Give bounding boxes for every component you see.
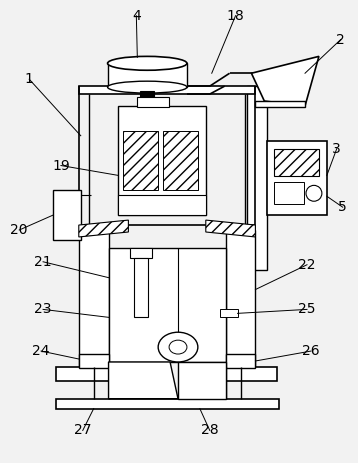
Bar — [56, 399, 279, 409]
Bar — [200, 367, 277, 381]
Text: 2: 2 — [337, 32, 345, 46]
Text: 22: 22 — [298, 258, 316, 272]
Ellipse shape — [107, 81, 187, 93]
Bar — [118, 195, 206, 215]
Bar — [56, 367, 130, 381]
Bar — [255, 101, 305, 107]
Polygon shape — [79, 220, 129, 237]
Text: 25: 25 — [298, 302, 316, 316]
Bar — [140, 91, 154, 97]
Circle shape — [306, 185, 322, 201]
Bar — [79, 230, 108, 369]
Bar — [220, 309, 238, 317]
Bar — [134, 258, 148, 317]
Text: 19: 19 — [52, 158, 70, 173]
Text: 4: 4 — [132, 9, 141, 23]
Bar — [226, 354, 255, 368]
Bar — [274, 149, 319, 176]
Bar — [130, 248, 152, 258]
Bar — [247, 86, 267, 270]
Bar — [79, 86, 255, 94]
Ellipse shape — [169, 340, 187, 354]
Text: 24: 24 — [32, 344, 50, 358]
Ellipse shape — [158, 332, 198, 362]
Bar — [137, 97, 169, 107]
Text: 5: 5 — [338, 200, 347, 214]
Bar — [163, 131, 198, 190]
Polygon shape — [178, 362, 226, 399]
Bar — [53, 190, 81, 240]
Polygon shape — [251, 56, 319, 106]
Bar — [107, 63, 187, 87]
Text: 28: 28 — [201, 424, 219, 438]
Bar — [118, 106, 206, 215]
Ellipse shape — [107, 56, 187, 70]
Bar — [226, 230, 255, 369]
Bar — [108, 248, 226, 362]
Text: 1: 1 — [25, 72, 34, 86]
Text: 27: 27 — [74, 424, 92, 438]
Text: 26: 26 — [302, 344, 320, 358]
Text: 20: 20 — [10, 223, 28, 237]
Polygon shape — [108, 362, 178, 399]
Bar — [267, 141, 327, 215]
Text: 21: 21 — [34, 255, 52, 269]
Bar — [124, 131, 158, 190]
Bar — [79, 354, 108, 368]
Bar — [274, 182, 304, 204]
Polygon shape — [206, 220, 255, 237]
Text: 18: 18 — [227, 9, 245, 23]
Text: 23: 23 — [34, 302, 52, 316]
Text: 3: 3 — [332, 142, 341, 156]
